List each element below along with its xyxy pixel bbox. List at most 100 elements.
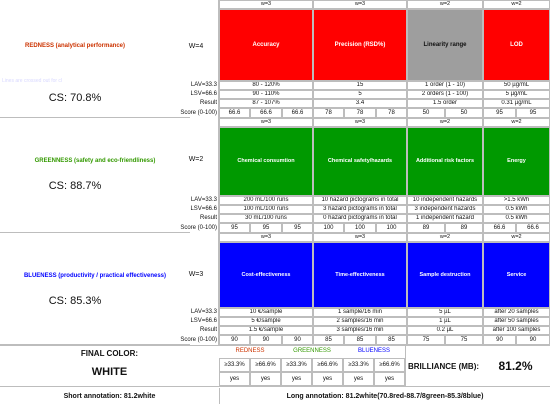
linearity-weight: w=2 bbox=[407, 0, 483, 9]
threshold-33: ≥33.3% bbox=[281, 358, 312, 372]
final-color-label: FINAL COLOR: bbox=[80, 348, 139, 358]
chem-safety-weight: w=3 bbox=[313, 118, 407, 127]
greenness-title: GREENNESS (safety and eco-friendliness) bbox=[34, 158, 156, 164]
score-cell: 89 bbox=[407, 223, 445, 233]
time-header: Time-effectiveness bbox=[313, 242, 407, 308]
score-cell: 78 bbox=[344, 108, 376, 118]
score-cell: 95 bbox=[219, 223, 250, 233]
lod-lsv: 5 µg/mL bbox=[483, 90, 550, 99]
row-label-lsv: LSV=66.6 bbox=[190, 206, 217, 212]
threshold-33: ≥33.3% bbox=[343, 358, 374, 372]
score-cell: 85 bbox=[344, 335, 376, 345]
accuracy-lsv: 90 - 110% bbox=[219, 90, 313, 99]
blueness-weight: W=3 bbox=[188, 270, 204, 278]
row-label-lav: LAV=33.3 bbox=[190, 197, 217, 203]
lod-header: LOD bbox=[483, 9, 550, 81]
redness-grid: w=3 w=3 w=2 w=2 Accuracy Precision (RSD%… bbox=[219, 0, 550, 118]
blueness-grid: w=3 w=3 w=2 w=2 Cost-effectiveness Time-… bbox=[219, 233, 550, 345]
precision-header: Precision (RSD%) bbox=[313, 9, 407, 81]
brilliance-value: 81.2% bbox=[498, 359, 533, 373]
risk-factors-lsv: 3 independent hazards bbox=[407, 205, 483, 214]
precision-result: 3.4 bbox=[313, 99, 407, 108]
threshold-66: ≥66.6% bbox=[312, 358, 343, 372]
greenness-grid: w=3 w=3 w=2 w=2 Chemical consumtion Chem… bbox=[219, 118, 550, 233]
score-cell: 66.6 bbox=[250, 108, 282, 118]
score-cell: 78 bbox=[376, 108, 407, 118]
time-weight: w=3 bbox=[313, 233, 407, 242]
blueness-title: BLUENESS (productivity / practical effec… bbox=[23, 273, 167, 279]
row-label-score: Score (0-100) bbox=[180, 336, 217, 343]
final-redness-label: REDNESS bbox=[235, 347, 265, 354]
time-lav: 1 sample/16 min bbox=[313, 308, 407, 317]
score-cell: 85 bbox=[376, 335, 407, 345]
row-label-lav: LAV=33.3 bbox=[190, 309, 217, 315]
final-divider bbox=[0, 345, 550, 346]
score-cell: 90 bbox=[282, 335, 313, 345]
sample-destruction-header: Sample destruction bbox=[407, 242, 483, 308]
score-cell: 66.6 bbox=[483, 223, 516, 233]
lod-lav: 50 µg/mL bbox=[483, 81, 550, 90]
energy-weight: w=2 bbox=[483, 118, 550, 127]
blueness-section-left: BLUENESS (productivity / practical effec… bbox=[0, 233, 190, 345]
cost-lav: 10 €/sample bbox=[219, 308, 313, 317]
linearity-lsv: 2 orders (1 - 100) bbox=[407, 90, 483, 99]
linearity-result: 1.5 order bbox=[407, 99, 483, 108]
accuracy-header: Accuracy bbox=[219, 9, 313, 81]
score-cell: 90 bbox=[219, 335, 250, 345]
score-cell: 90 bbox=[483, 335, 516, 345]
lod-weight: w=2 bbox=[483, 0, 550, 9]
precision-weight: w=3 bbox=[313, 0, 407, 9]
greenness-cs: CS: 88.7% bbox=[48, 180, 102, 192]
risk-factors-weight: w=2 bbox=[407, 118, 483, 127]
threshold-66: ≥66.6% bbox=[374, 358, 405, 372]
score-cell: 100 bbox=[344, 223, 376, 233]
row-label-lsv: LSV=66.6 bbox=[190, 318, 217, 324]
energy-lav: >1.5 kWh bbox=[483, 196, 550, 205]
score-cell: 95 bbox=[250, 223, 282, 233]
chem-consumption-header: Chemical consumtion bbox=[219, 127, 313, 196]
score-cell: 95 bbox=[282, 223, 313, 233]
chem-safety-header: Chemical safety/hazards bbox=[313, 127, 407, 196]
sample-destruction-lav: 5 µL bbox=[407, 308, 483, 317]
score-cell: 90 bbox=[516, 335, 550, 345]
sample-destruction-result: 0.2 µL bbox=[407, 326, 483, 335]
risk-factors-lav: 10 independent hazards bbox=[407, 196, 483, 205]
row-label-result: Result bbox=[199, 100, 217, 106]
cost-weight: w=3 bbox=[219, 233, 313, 242]
threshold-yes: yes bbox=[312, 372, 343, 386]
row-label-score: Score (0-100) bbox=[180, 109, 217, 116]
energy-header: Energy bbox=[483, 127, 550, 196]
service-weight: w=2 bbox=[483, 233, 550, 242]
brilliance-label: BRILLIANCE (MB): bbox=[405, 346, 481, 386]
short-annotation: Short annotation: 81.2white bbox=[63, 392, 156, 400]
score-cell: 95 bbox=[516, 108, 550, 118]
chem-consumption-lav: 200 mL/100 runs bbox=[219, 196, 313, 205]
chem-safety-lav: 10 hazard pictograms in total bbox=[313, 196, 407, 205]
redness-section-left: REDNESS (analytical performance) Lines a… bbox=[0, 0, 190, 118]
redness-weight: W=4 bbox=[188, 42, 204, 50]
accuracy-lav: 80 - 120% bbox=[219, 81, 313, 90]
precision-lav: 15 bbox=[313, 81, 407, 90]
final-color-value: WHITE bbox=[91, 366, 128, 378]
threshold-yes: yes bbox=[250, 372, 281, 386]
cost-lsv: 5 €/sample bbox=[219, 317, 313, 326]
chem-consumption-result: 30 mL/100 runs bbox=[219, 214, 313, 223]
column-divider bbox=[218, 0, 219, 345]
time-lsv: 2 samples/16 min bbox=[313, 317, 407, 326]
score-cell: 85 bbox=[313, 335, 344, 345]
risk-factors-result: 1 independent hazard bbox=[407, 214, 483, 223]
threshold-yes: yes bbox=[219, 372, 250, 386]
threshold-66: ≥66.6% bbox=[250, 358, 281, 372]
redness-cs: CS: 70.8% bbox=[48, 92, 102, 104]
score-cell: 90 bbox=[250, 335, 282, 345]
chem-safety-lsv: 3 hazard pictograms in total bbox=[313, 205, 407, 214]
chem-consumption-weight: w=3 bbox=[219, 118, 313, 127]
threshold-33: ≥33.3% bbox=[219, 358, 250, 372]
energy-lsv: 0.5 kWh bbox=[483, 205, 550, 214]
energy-result: 0.5 kWh bbox=[483, 214, 550, 223]
final-blueness-label: BLUENESS bbox=[357, 347, 390, 354]
score-cell: 66.6 bbox=[219, 108, 250, 118]
time-result: 3 samples/16 min bbox=[313, 326, 407, 335]
service-lav: after 20 samples bbox=[483, 308, 550, 317]
score-cell: 50 bbox=[407, 108, 445, 118]
